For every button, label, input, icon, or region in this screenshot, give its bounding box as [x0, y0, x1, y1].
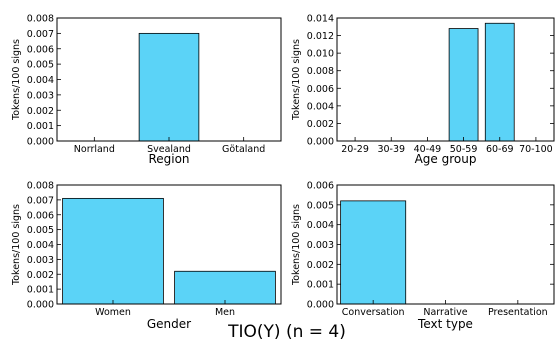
x-tick-label: Women — [95, 307, 131, 318]
x-tick-label: Narrative — [423, 307, 467, 318]
chart-panel-2: 0.000 0.002 0.004 0.006 0.008 0.010 0.012 0.014… — [291, 14, 555, 166]
y-tick-label: 0.000 — [27, 300, 54, 311]
y-tick-label: 0.010 — [307, 49, 334, 60]
y-tick-label: 0.001 — [307, 280, 334, 291]
x-axis-label: Gender — [147, 317, 191, 331]
y-axis-label: Tokens/100 signs — [11, 204, 22, 286]
y-tick-label: 0.006 — [27, 210, 54, 221]
bar-50-59 — [448, 28, 479, 142]
x-tick-label: 70-100 — [519, 144, 553, 155]
y-tick-label: 0.005 — [27, 225, 54, 236]
y-tick-label: 0.008 — [27, 181, 54, 192]
x-tick-label: 60-69 — [486, 144, 514, 155]
y-tick-label: 0.007 — [27, 29, 54, 40]
y-tick-label: 0.003 — [307, 240, 334, 251]
y-tick-label: 0.012 — [307, 31, 334, 42]
x-axis-label: Text type — [417, 317, 473, 331]
axes-frame — [336, 17, 555, 142]
y-tick-label: 0.006 — [307, 181, 334, 192]
x-tick-label: Presentation — [488, 307, 548, 318]
chart-panel-3: 0.000 0.001 0.002 0.003 0.004 0.005 0.006 0.007… — [11, 181, 282, 331]
y-tick-label: 0.002 — [27, 106, 54, 117]
y-tick-label: 0.003 — [27, 255, 54, 266]
y-tick-label: 0.005 — [307, 200, 334, 211]
y-tick-label: 0.008 — [307, 66, 334, 77]
chart-panel-4: 0.000 0.001 0.002 0.003 0.004 0.005 0.006 Conve… — [291, 181, 555, 331]
y-axis-label: Tokens/100 signs — [11, 39, 22, 121]
y-tick-label: 0.000 — [307, 300, 334, 311]
y-tick-label: 0.004 — [307, 101, 334, 112]
x-tick-label: 40-49 — [414, 144, 442, 155]
x-tick-label: Svealand — [147, 144, 191, 155]
y-tick-label: 0.001 — [27, 285, 54, 296]
y-tick-label: 0.002 — [307, 119, 334, 130]
y-tick-label: 0.008 — [27, 14, 54, 25]
y-tick-label: 0.003 — [27, 90, 54, 101]
figure-title: TIO(Y) (n = 4) — [227, 322, 346, 341]
y-tick-label: 0.004 — [27, 240, 54, 251]
y-axis-label: Tokens/100 signs — [291, 39, 302, 121]
x-tick-label: 30-39 — [377, 144, 405, 155]
y-tick-label: 0.000 — [307, 137, 334, 148]
y-tick-label: 0.001 — [27, 121, 54, 132]
y-tick-label: 0.014 — [307, 14, 334, 25]
bar-svealand — [138, 32, 200, 142]
y-tick-label: 0.002 — [307, 260, 334, 271]
y-tick-label: 0.004 — [307, 220, 334, 231]
y-tick-label: 0.006 — [307, 84, 334, 95]
x-axis-label: Region — [148, 152, 189, 166]
y-tick-label: 0.005 — [27, 60, 54, 71]
x-tick-label: Men — [215, 307, 235, 318]
y-tick-label: 0.007 — [27, 195, 54, 206]
bar-men — [174, 270, 276, 305]
x-tick-label: Norrland — [74, 144, 115, 155]
y-tick-label: 0.006 — [27, 44, 54, 55]
x-tick-label: Götaland — [222, 144, 265, 155]
y-tick-label: 0.002 — [27, 270, 54, 281]
y-axis-label: Tokens/100 signs — [291, 204, 302, 286]
bar-conversation — [340, 200, 407, 305]
chart-panel-1: 0.000 0.001 0.002 0.003 0.004 0.005 0.006 0.007… — [11, 14, 282, 166]
bar-women — [62, 197, 164, 305]
x-tick-label: Conversation — [342, 307, 405, 318]
x-tick-label: 20-29 — [341, 144, 369, 155]
x-tick-label: 50-59 — [450, 144, 478, 155]
bar-60-69 — [484, 22, 515, 142]
y-tick-label: 0.000 — [27, 137, 54, 148]
y-tick-label: 0.004 — [27, 75, 54, 86]
x-axis-label: Age group — [415, 152, 477, 166]
